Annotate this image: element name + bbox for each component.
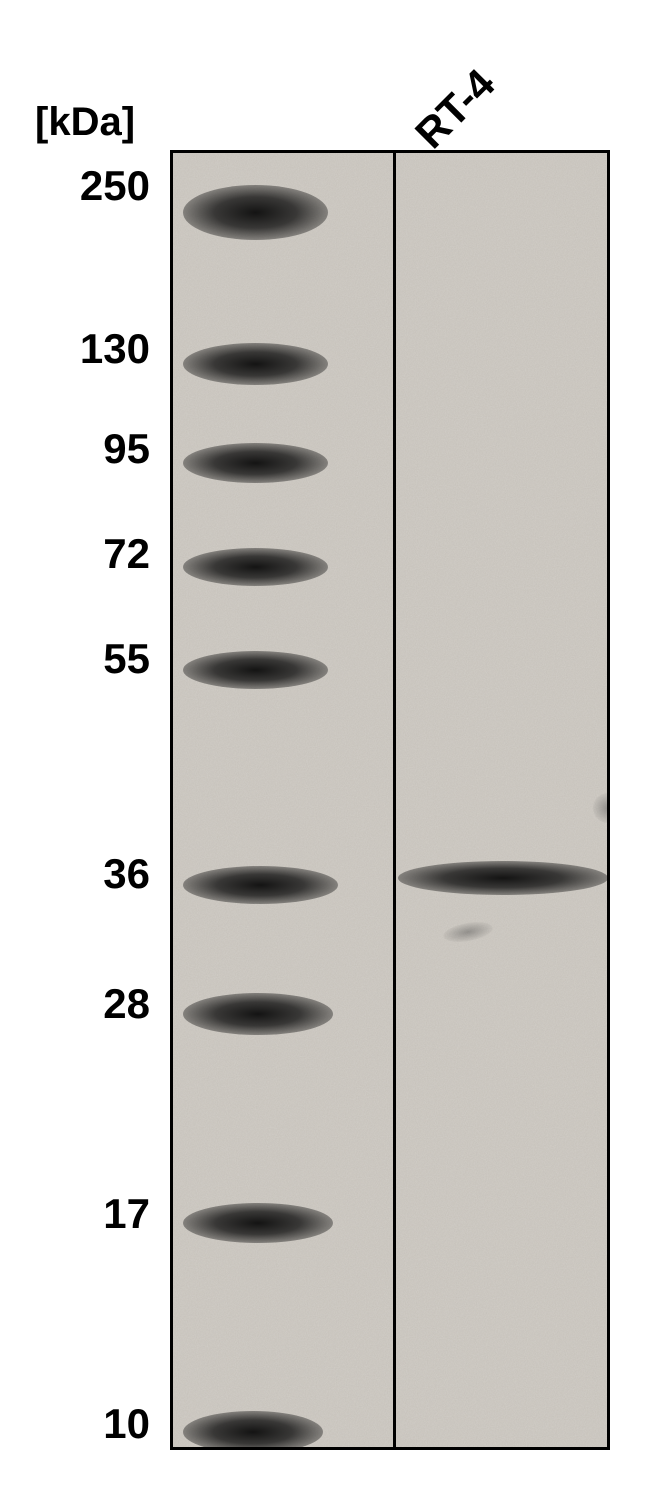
mw-label-95: 95: [60, 425, 150, 473]
mw-label-10: 10: [60, 1400, 150, 1448]
lane-divider: [393, 153, 396, 1450]
mw-label-36: 36: [60, 850, 150, 898]
mw-label-72: 72: [60, 530, 150, 578]
ladder-band-130: [183, 343, 328, 385]
mw-label-17: 17: [60, 1190, 150, 1238]
lane-label-rt4: RT-4: [406, 60, 504, 158]
ladder-band-55: [183, 651, 328, 689]
ladder-band-72: [183, 548, 328, 586]
mw-label-55: 55: [60, 635, 150, 683]
ladder-band-17: [183, 1203, 333, 1243]
ladder-band-10: [183, 1411, 323, 1450]
sample-band-36kda: [398, 861, 608, 895]
mw-label-130: 130: [60, 325, 150, 373]
mw-label-28: 28: [60, 980, 150, 1028]
ladder-band-95: [183, 443, 328, 483]
ladder-band-36: [183, 866, 338, 904]
mw-label-250: 250: [60, 162, 150, 210]
blot-membrane: [170, 150, 610, 1450]
unit-label: [kDa]: [35, 100, 135, 145]
ladder-band-250: [183, 185, 328, 240]
ladder-band-28: [183, 993, 333, 1035]
